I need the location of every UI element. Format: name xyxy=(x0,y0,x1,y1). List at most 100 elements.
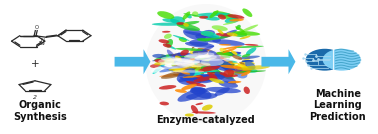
Ellipse shape xyxy=(174,49,183,52)
Ellipse shape xyxy=(161,66,177,72)
Ellipse shape xyxy=(201,61,224,68)
Ellipse shape xyxy=(194,55,204,64)
Ellipse shape xyxy=(220,59,230,62)
Ellipse shape xyxy=(198,52,208,56)
Ellipse shape xyxy=(153,66,189,69)
Ellipse shape xyxy=(234,69,247,78)
Ellipse shape xyxy=(151,66,165,73)
Ellipse shape xyxy=(185,113,194,117)
Ellipse shape xyxy=(184,64,195,67)
Ellipse shape xyxy=(246,69,257,73)
Ellipse shape xyxy=(177,23,200,31)
Ellipse shape xyxy=(201,59,220,68)
Ellipse shape xyxy=(195,63,205,70)
Ellipse shape xyxy=(198,58,209,62)
Ellipse shape xyxy=(197,61,222,66)
Ellipse shape xyxy=(207,72,218,79)
Ellipse shape xyxy=(195,55,217,60)
Ellipse shape xyxy=(186,14,192,18)
Ellipse shape xyxy=(187,67,205,79)
Ellipse shape xyxy=(163,55,174,63)
Ellipse shape xyxy=(199,73,215,82)
Ellipse shape xyxy=(223,46,243,49)
Ellipse shape xyxy=(202,105,213,111)
Ellipse shape xyxy=(194,62,217,66)
Ellipse shape xyxy=(174,57,200,64)
Ellipse shape xyxy=(186,70,220,73)
Ellipse shape xyxy=(171,55,189,66)
Ellipse shape xyxy=(210,57,239,64)
Ellipse shape xyxy=(172,62,198,66)
Ellipse shape xyxy=(189,58,195,61)
Ellipse shape xyxy=(201,62,215,66)
Ellipse shape xyxy=(203,65,218,69)
Text: +: + xyxy=(31,59,40,69)
Ellipse shape xyxy=(232,56,254,60)
Ellipse shape xyxy=(187,64,200,71)
Ellipse shape xyxy=(214,69,234,80)
Ellipse shape xyxy=(183,76,201,78)
Ellipse shape xyxy=(215,66,221,75)
Ellipse shape xyxy=(194,76,215,82)
Ellipse shape xyxy=(245,44,259,46)
Ellipse shape xyxy=(203,67,225,72)
Ellipse shape xyxy=(175,89,187,93)
Ellipse shape xyxy=(197,60,208,64)
Ellipse shape xyxy=(191,105,198,114)
Ellipse shape xyxy=(206,87,241,93)
Ellipse shape xyxy=(179,72,189,76)
Ellipse shape xyxy=(197,38,211,41)
Ellipse shape xyxy=(186,54,211,58)
Ellipse shape xyxy=(199,55,225,58)
Ellipse shape xyxy=(174,59,198,66)
Ellipse shape xyxy=(157,11,174,19)
Ellipse shape xyxy=(189,62,203,67)
Ellipse shape xyxy=(184,31,216,38)
Ellipse shape xyxy=(202,65,212,69)
Ellipse shape xyxy=(220,15,238,16)
Ellipse shape xyxy=(172,63,188,66)
Ellipse shape xyxy=(221,62,228,67)
Ellipse shape xyxy=(218,81,238,88)
Ellipse shape xyxy=(184,65,192,77)
Ellipse shape xyxy=(232,55,242,60)
Ellipse shape xyxy=(201,51,213,63)
Ellipse shape xyxy=(201,64,210,69)
Ellipse shape xyxy=(192,63,219,66)
Ellipse shape xyxy=(193,63,217,70)
Ellipse shape xyxy=(183,13,206,18)
Ellipse shape xyxy=(184,74,197,80)
Ellipse shape xyxy=(185,42,214,48)
Ellipse shape xyxy=(192,64,204,70)
Ellipse shape xyxy=(201,62,211,66)
Ellipse shape xyxy=(172,54,204,62)
Ellipse shape xyxy=(205,62,212,69)
Ellipse shape xyxy=(188,58,201,68)
Ellipse shape xyxy=(201,58,224,66)
Ellipse shape xyxy=(152,54,166,58)
Ellipse shape xyxy=(210,66,219,76)
Ellipse shape xyxy=(217,29,224,34)
Ellipse shape xyxy=(183,70,206,78)
Ellipse shape xyxy=(222,48,237,53)
Ellipse shape xyxy=(197,62,222,65)
Ellipse shape xyxy=(160,62,182,65)
Ellipse shape xyxy=(215,52,227,63)
Ellipse shape xyxy=(209,59,229,64)
Ellipse shape xyxy=(227,14,245,19)
Ellipse shape xyxy=(184,60,200,63)
Ellipse shape xyxy=(220,30,237,39)
Ellipse shape xyxy=(202,60,212,66)
Ellipse shape xyxy=(152,58,170,61)
Ellipse shape xyxy=(229,19,244,21)
Ellipse shape xyxy=(202,65,232,68)
Ellipse shape xyxy=(228,62,253,71)
Ellipse shape xyxy=(232,31,260,36)
Ellipse shape xyxy=(221,65,232,78)
Ellipse shape xyxy=(239,62,247,67)
Ellipse shape xyxy=(197,57,212,63)
Ellipse shape xyxy=(215,62,228,65)
Ellipse shape xyxy=(209,59,234,71)
Ellipse shape xyxy=(173,35,190,41)
Ellipse shape xyxy=(164,34,172,39)
